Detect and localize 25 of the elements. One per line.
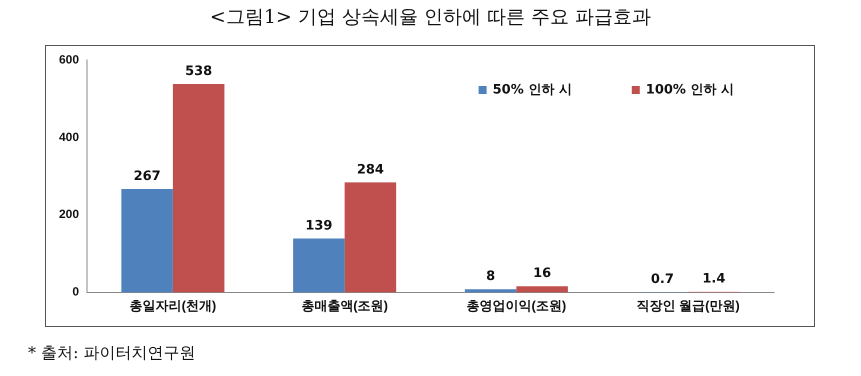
data-label: 284	[356, 162, 384, 178]
y-tick-label: 0	[72, 284, 80, 299]
text: * 출처: 파이터치연구원	[28, 343, 196, 364]
bar	[293, 238, 345, 292]
x-tick-label: 총영업이익(조원)	[466, 298, 566, 313]
legend-label: 100% 인하 시	[646, 82, 734, 98]
bar	[172, 84, 224, 292]
y-tick-label: 200	[58, 207, 80, 222]
bar	[516, 286, 568, 292]
chart-title: <그림1> 기업 상속세율 인하에 따른 주요 파급효과	[208, 5, 652, 30]
legend-label: 50% 인하 시	[492, 82, 572, 98]
x-tick-label: 총매출액(조원)	[301, 298, 388, 313]
data-label: 1.4	[702, 272, 726, 287]
data-label: 8	[486, 269, 496, 284]
data-label: 139	[305, 218, 332, 234]
data-label: 538	[185, 64, 212, 79]
bar	[344, 182, 396, 292]
y-tick-label: 600	[58, 52, 80, 66]
data-label: 267	[134, 168, 161, 184]
data-label: 16	[533, 266, 552, 282]
x-tick-label: 직장인 월급(만원)	[636, 298, 740, 313]
bar	[121, 188, 173, 292]
x-tick-label: 총일자리(천개)	[130, 298, 216, 313]
y-tick-label: 400	[58, 130, 80, 144]
data-label: 0.7	[650, 272, 674, 288]
